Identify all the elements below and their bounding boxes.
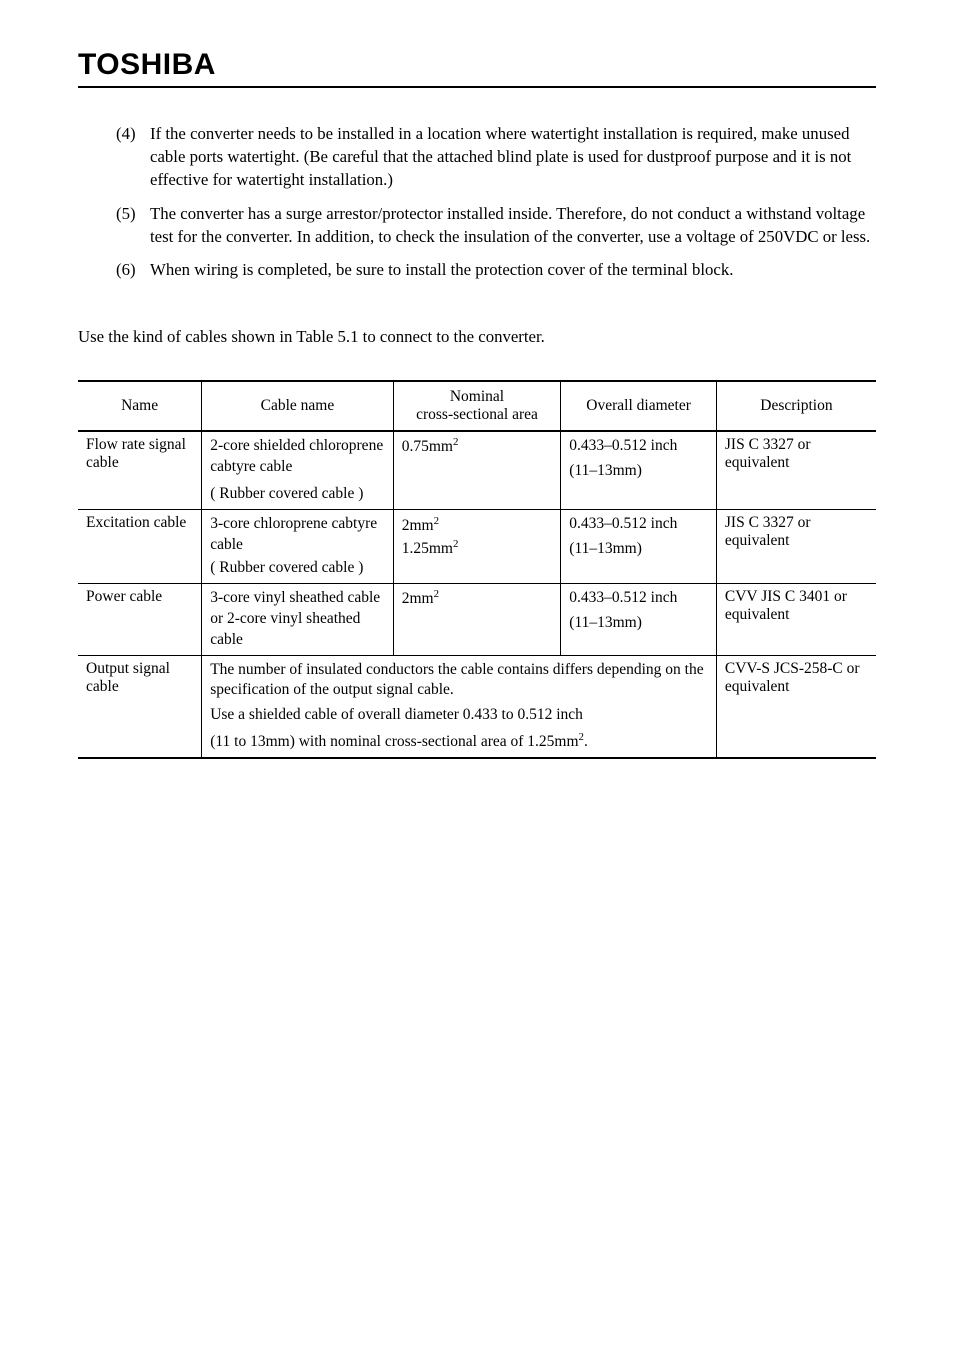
item-text: The converter has a surge arrestor/prote… (150, 202, 876, 248)
nominal-line: 2mm2 (402, 514, 553, 537)
squared-sup: 2 (453, 436, 458, 448)
item-text: If the converter needs to be installed i… (150, 122, 876, 192)
cell-cable-name: 2-core shielded chloroprene cabtyre cabl… (202, 431, 394, 509)
nominal-value: 1.25mm (402, 540, 453, 557)
numbered-item: (4) If the converter needs to be install… (116, 122, 876, 192)
cable-name-line: 3-core chloroprene cabtyre cable (210, 514, 385, 556)
item-number: (5) (116, 202, 150, 248)
cell-merged: The number of insulated conductors the c… (202, 655, 717, 758)
th-description: Description (716, 381, 876, 431)
diameter-line: (11–13mm) (569, 613, 708, 634)
th-nominal-l1: Nominal (450, 388, 504, 405)
cable-name-line: 3-core vinyl sheathed cable or 2-core vi… (210, 588, 385, 651)
cell-description: JIS C 3327 or equivalent (716, 431, 876, 509)
item-text: When wiring is completed, be sure to ins… (150, 258, 876, 281)
cell-name: Output signal cable (78, 655, 202, 758)
cell-name: Excitation cable (78, 509, 202, 583)
diameter-line: (11–13mm) (569, 461, 708, 482)
merged-line: Use a shielded cable of overall diameter… (210, 705, 708, 726)
nominal-line: 1.25mm2 (402, 537, 553, 560)
brand-logo: TOSHIBA (78, 48, 876, 82)
cell-description: CVV-S JCS-258-C or equivalent (716, 655, 876, 758)
nominal-value: 2mm (402, 590, 434, 607)
cell-name: Flow rate signal cable (78, 431, 202, 509)
cable-name-line: 2-core shielded chloroprene cabtyre cabl… (210, 436, 385, 478)
diameter-line: 0.433–0.512 inch (569, 514, 708, 535)
lead-text: Use the kind of cables shown in Table 5.… (78, 325, 876, 348)
cables-table: Name Cable name Nominal cross-sectional … (78, 380, 876, 759)
cell-nominal: 2mm2 (393, 583, 561, 655)
th-cable-name: Cable name (202, 381, 394, 431)
diameter-line: 0.433–0.512 inch (569, 588, 708, 609)
cell-description: CVV JIS C 3401 or equivalent (716, 583, 876, 655)
cell-diameter: 0.433–0.512 inch (11–13mm) (561, 583, 717, 655)
squared-sup: 2 (434, 588, 439, 600)
table-row: Output signal cable The number of insula… (78, 655, 876, 758)
merged-line: (11 to 13mm) with nominal cross-sectiona… (210, 730, 708, 753)
squared-sup: 2 (434, 515, 439, 527)
cell-name: Power cable (78, 583, 202, 655)
nominal-value: 2mm (402, 517, 434, 534)
merged-line: The number of insulated conductors the c… (210, 660, 708, 702)
cell-nominal: 0.75mm2 (393, 431, 561, 509)
th-diameter: Overall diameter (561, 381, 717, 431)
cell-diameter: 0.433–0.512 inch (11–13mm) (561, 509, 717, 583)
item-number: (4) (116, 122, 150, 192)
table-header-row: Name Cable name Nominal cross-sectional … (78, 381, 876, 431)
header-rule (78, 86, 876, 88)
item-number: (6) (116, 258, 150, 281)
th-name: Name (78, 381, 202, 431)
nominal-value: 0.75mm (402, 438, 453, 455)
cable-name-line: ( Rubber covered cable ) (210, 484, 385, 505)
numbered-item: (5) The converter has a surge arrestor/p… (116, 202, 876, 248)
table-row: Power cable 3-core vinyl sheathed cable … (78, 583, 876, 655)
cell-cable-name: 3-core chloroprene cabtyre cable ( Rubbe… (202, 509, 394, 583)
cell-description: JIS C 3327 or equivalent (716, 509, 876, 583)
squared-sup: 2 (453, 538, 458, 550)
cable-name-line: ( Rubber covered cable ) (210, 558, 385, 579)
table-row: Flow rate signal cable 2-core shielded c… (78, 431, 876, 509)
cell-nominal: 2mm2 1.25mm2 (393, 509, 561, 583)
numbered-item: (6) When wiring is completed, be sure to… (116, 258, 876, 281)
cell-cable-name: 3-core vinyl sheathed cable or 2-core vi… (202, 583, 394, 655)
table-row: Excitation cable 3-core chloroprene cabt… (78, 509, 876, 583)
th-nominal: Nominal cross-sectional area (393, 381, 561, 431)
merged-text: (11 to 13mm) with nominal cross-sectiona… (210, 733, 578, 750)
diameter-line: 0.433–0.512 inch (569, 436, 708, 457)
merged-tail: . (584, 733, 588, 750)
th-nominal-l2: cross-sectional area (416, 406, 538, 423)
cell-diameter: 0.433–0.512 inch (11–13mm) (561, 431, 717, 509)
diameter-line: (11–13mm) (569, 539, 708, 560)
